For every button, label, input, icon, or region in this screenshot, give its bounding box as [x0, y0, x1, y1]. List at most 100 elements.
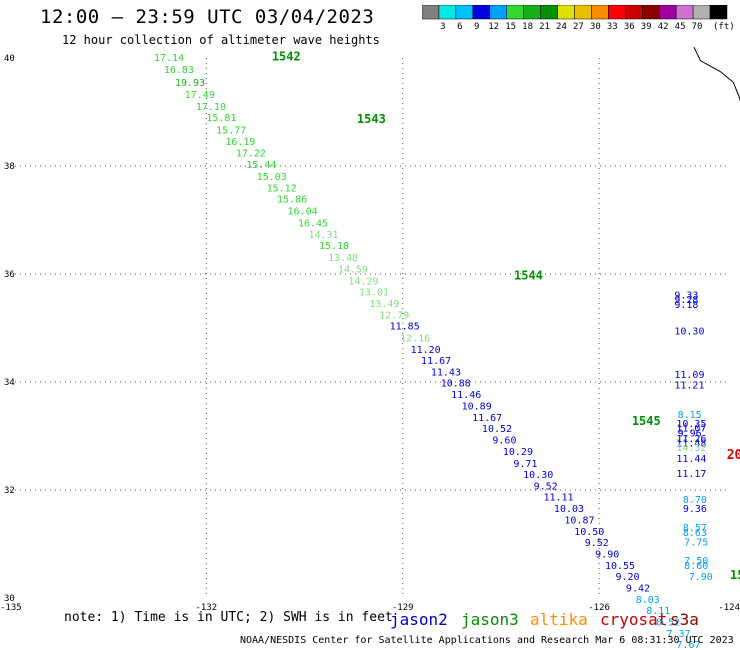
edge-value-label: 20: [727, 448, 740, 463]
legend-swatch: [472, 4, 491, 20]
lat-tick-label: 30: [4, 594, 15, 604]
track-point: 11.85: [390, 322, 420, 333]
coastal-track-point: 11.44: [676, 454, 706, 465]
track-point: 15.44: [246, 160, 276, 171]
coastal-track-point: 8.57: [683, 523, 707, 534]
track-point: 11.46: [451, 390, 481, 401]
legend-swatch: [523, 4, 541, 20]
track-point: 16.04: [288, 207, 318, 218]
lat-tick-label: 34: [4, 378, 15, 388]
coastal-track-point: 9.33: [674, 290, 698, 301]
coastal-track-point: 11.48: [676, 438, 706, 449]
legend-swatch: [675, 4, 694, 20]
track-point: 13.01: [359, 288, 389, 299]
lon-tick-label: -124: [718, 603, 740, 613]
legend-swatch: [692, 4, 711, 20]
legend-tick-label: 21: [539, 22, 550, 32]
legend-tick-label: 45: [674, 22, 686, 32]
legend-units: (ft): [713, 22, 735, 32]
track-point: 15.86: [277, 195, 307, 206]
coastal-track-point: 14.32: [676, 443, 706, 454]
pass-time-label: 1542: [272, 50, 301, 64]
track-point: 16.19: [225, 137, 255, 148]
coastal-track-point: 8.60: [684, 561, 708, 572]
legend-swatch: [591, 4, 609, 20]
pass-time-label: 1543: [357, 112, 386, 126]
satellite-label-jason3: jason3: [461, 610, 519, 629]
legend-tick-label: 36: [623, 22, 635, 32]
track-point: 13.49: [369, 299, 399, 310]
coastal-track-point: 9.96: [678, 429, 702, 440]
track-point: 15.81: [206, 113, 236, 124]
footer-note: note: 1) Time is in UTC; 2) SWH is in fe…: [64, 610, 393, 625]
legend-tick-label: 39: [640, 22, 652, 32]
coastal-track-point: 7.75: [684, 538, 708, 549]
coastal-track-point: 10.30: [674, 326, 704, 337]
coastal-track-point: 7.50: [684, 556, 708, 567]
track-point: 12.16: [400, 334, 430, 345]
track-point: 16.83: [164, 65, 194, 76]
track-point: 14.29: [348, 276, 378, 287]
california-coastline: [693, 46, 740, 102]
lon-tick-label: -135: [0, 603, 22, 613]
track-point: 17.10: [196, 102, 226, 113]
coastal-track-point: 11.26: [676, 434, 706, 445]
legend-tick-label: 30: [589, 22, 601, 32]
coastal-track-point: 8.70: [683, 495, 707, 506]
track-point: 14.31: [308, 230, 338, 241]
legend-swatch: [540, 4, 558, 20]
track-point: 13.48: [328, 253, 358, 264]
legend-swatch: [557, 4, 575, 20]
track-point: 9.20: [615, 572, 639, 583]
track-point: 16.45: [298, 218, 328, 229]
coastal-track-point: 11.09: [674, 370, 704, 381]
track-point: 9.90: [595, 550, 619, 561]
legend-swatch: [438, 4, 457, 20]
legend-swatch: [574, 4, 592, 20]
track-point: 19.93: [175, 78, 205, 89]
track-point: 8.11: [646, 606, 670, 617]
track-point: 10.89: [462, 402, 492, 413]
legend-tick-label: 15: [505, 22, 517, 32]
track-point: 7.37: [667, 629, 691, 640]
lon-tick-label: -126: [588, 603, 610, 613]
track-point: 17.14: [154, 53, 184, 64]
lat-tick-label: 32: [4, 486, 15, 496]
legend-tick-label: 6: [457, 22, 463, 32]
legend-tick-label: 24: [556, 22, 567, 32]
coastal-track-point: 11.21: [674, 380, 704, 391]
lon-tick-label: -129: [392, 603, 414, 613]
pass-time-label: 1545: [632, 414, 661, 428]
latitude-ticks: 40 38 36 34 32 30: [4, 54, 15, 604]
chart-title: 12:00 – 23:59 UTC 03/04/2023: [40, 6, 375, 28]
lat-tick-label: 40: [4, 54, 15, 64]
satellite-label-s3a: s3a: [670, 610, 699, 629]
track-point: 15.18: [319, 241, 349, 252]
track-point: 10.87: [564, 515, 594, 526]
chart-subtitle: 12 hour collection of altimeter wave hei…: [62, 33, 380, 47]
satellite-label-altika: altika: [530, 610, 588, 629]
track-point: 10.29: [503, 447, 533, 458]
track-point: 9.42: [626, 584, 650, 595]
track-point: 7.67: [676, 640, 700, 650]
track-point: 10.88: [441, 378, 471, 389]
track-point: 10.52: [482, 424, 512, 435]
satellite-label-jason2: jason2: [390, 610, 448, 629]
pass-time-labels: 1542 1543 1544 1545 1546: [272, 50, 740, 582]
longitude-ticks: -135-132-129-126-123-124: [0, 603, 740, 613]
legend-swatch: [608, 4, 626, 20]
coastal-track-point: 9.18: [674, 300, 698, 311]
legend-swatch: [658, 4, 677, 20]
track-point: 9.60: [492, 436, 516, 447]
coastal-track-point: 8.63: [683, 528, 707, 539]
track-point: 11.67: [472, 413, 502, 424]
track-point: 9.71: [513, 459, 537, 470]
coastal-track-point: 11.07: [676, 424, 706, 435]
track-point: 17.22: [236, 148, 266, 159]
legend-tick-label: 12: [488, 22, 500, 32]
legend-color-bar: [421, 4, 728, 20]
track-point: 15.12: [267, 183, 297, 194]
track-point: 11.20: [411, 345, 441, 356]
